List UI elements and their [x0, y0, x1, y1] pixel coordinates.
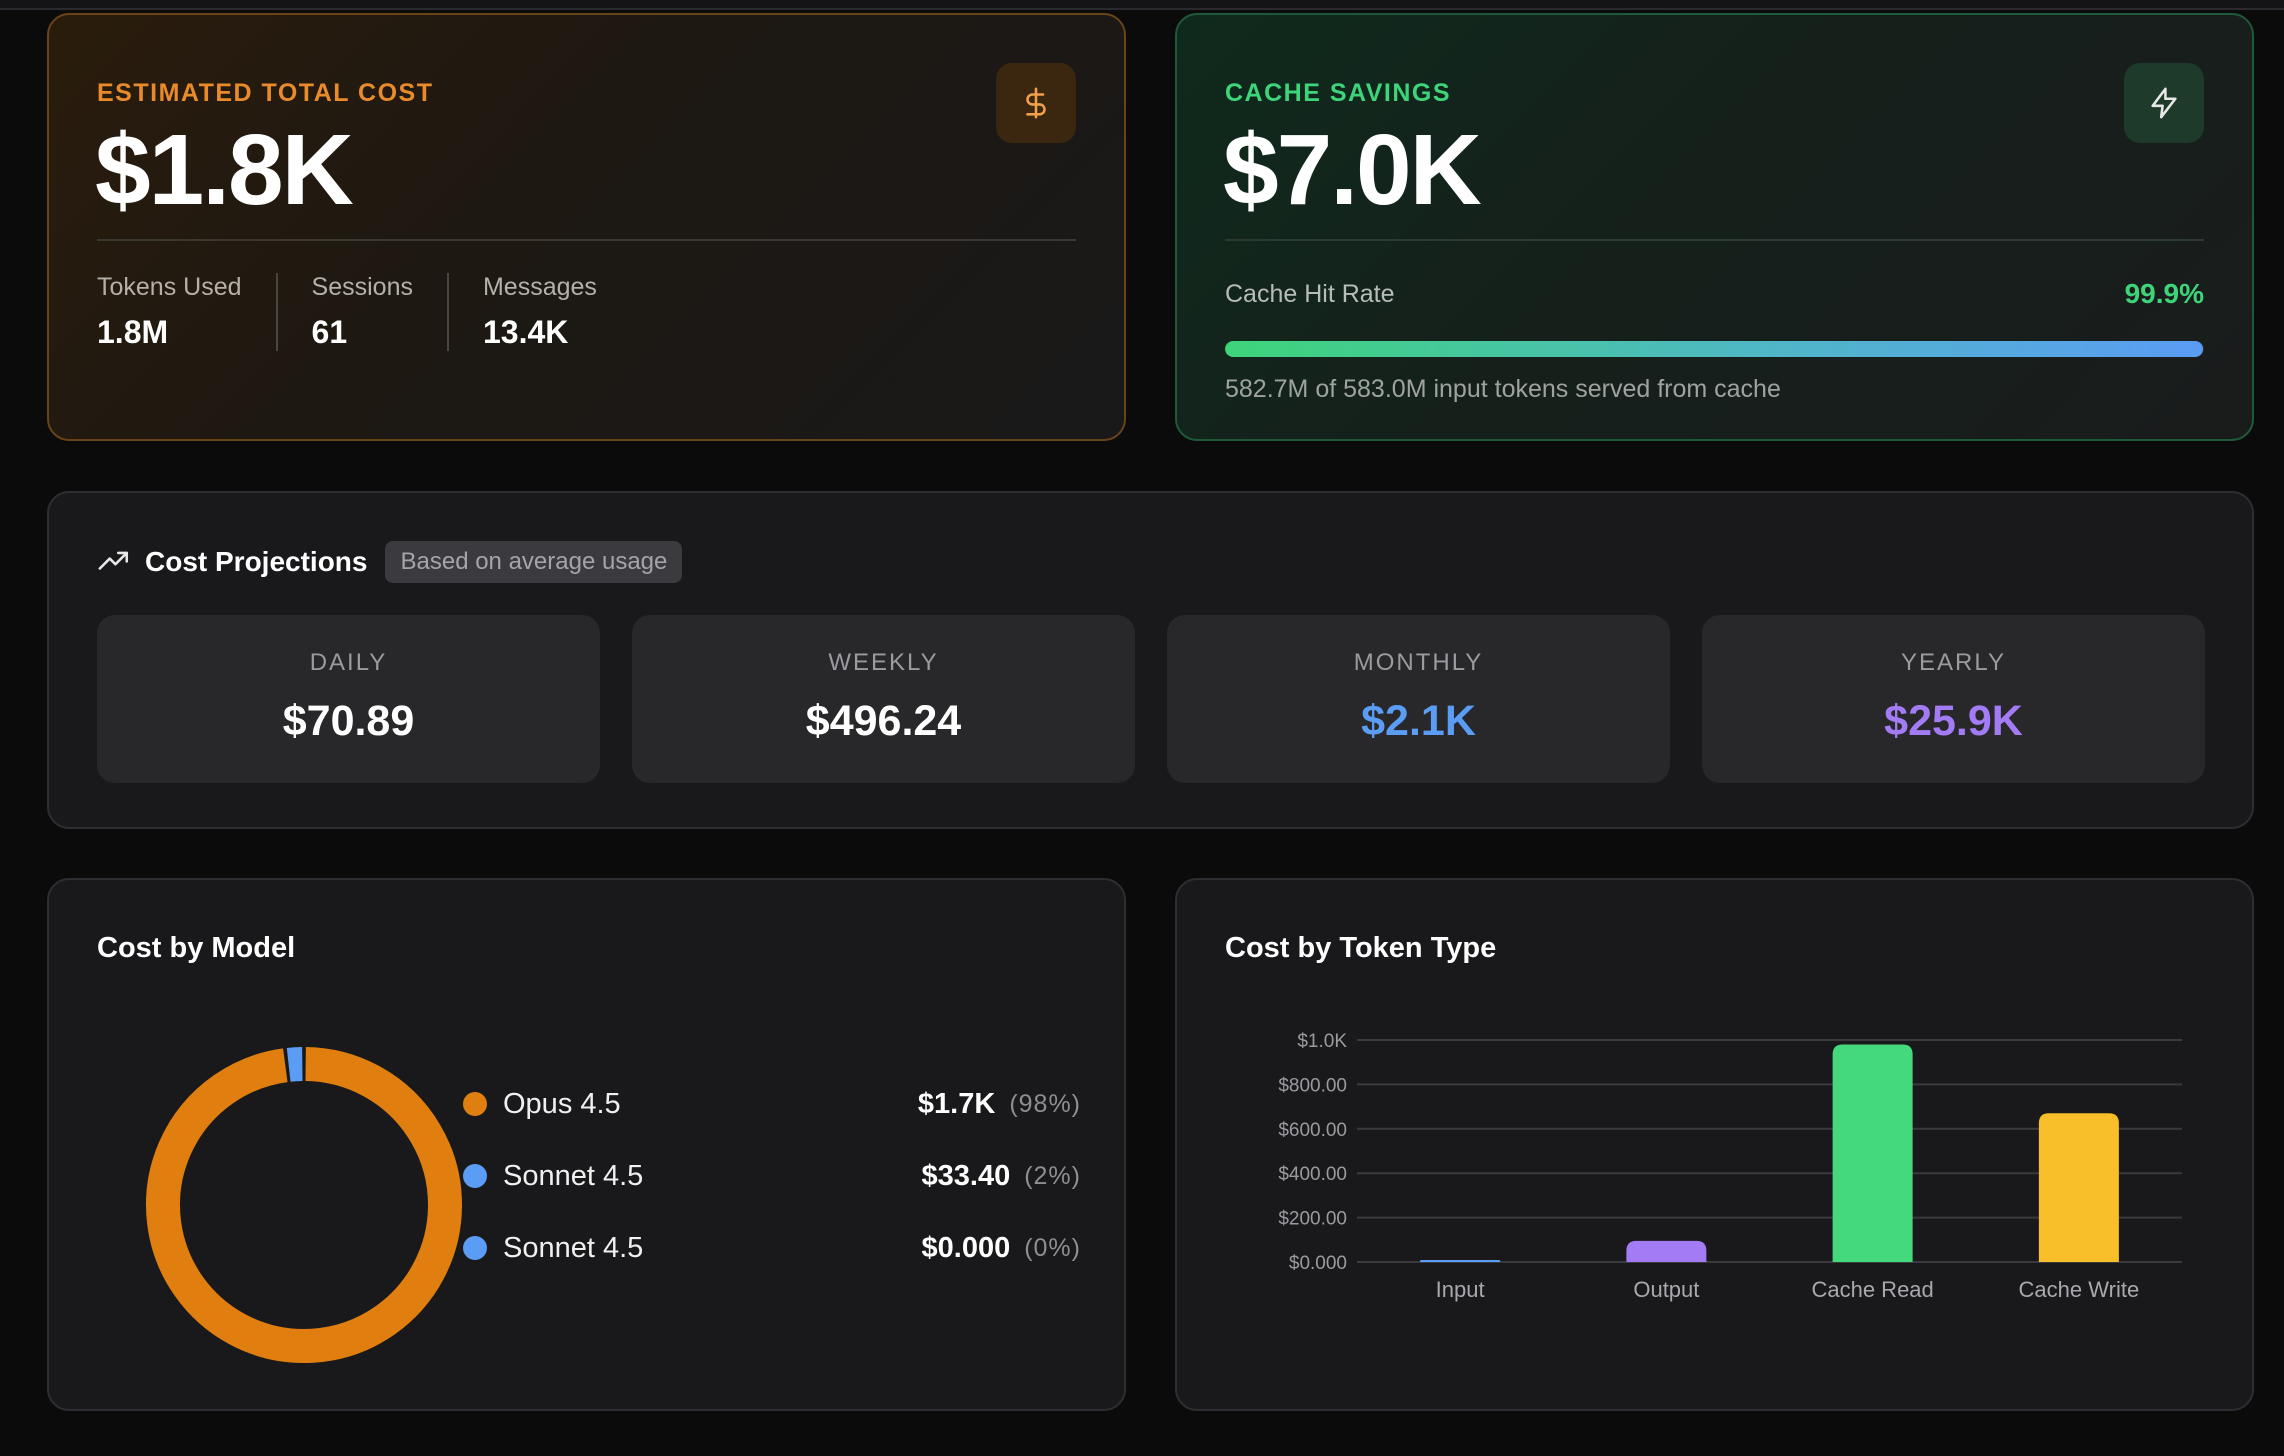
projection-value: $25.9K — [1884, 697, 2023, 745]
cache-savings-value: $7.0K — [1223, 114, 1482, 226]
stat-value: 61 — [311, 314, 348, 350]
legend-cost: $33.40 — [921, 1159, 1011, 1192]
projection-label: MONTHLY — [1353, 649, 1484, 676]
projection-daily: DAILY $70.89 — [97, 615, 600, 783]
dollar-icon — [996, 63, 1076, 143]
projection-value: $2.1K — [1361, 697, 1476, 745]
y-tick-label: $800.00 — [1278, 1075, 1347, 1096]
bar-cache-write[interactable] — [2038, 1113, 2119, 1262]
stat-value: 13.4K — [482, 314, 569, 350]
legend-item: Opus 4.5 $1.7K (98%) — [463, 1068, 1081, 1140]
cost-by-token-type-card: Cost by Token Type $0.000 $200.00 $400.00 $… — [1175, 878, 2254, 1411]
x-tick-label: Cache Write — [2019, 1277, 2140, 1302]
x-tick-label: Output — [1633, 1277, 1699, 1302]
stat-tokens-used: Tokens Used 1.8M — [97, 273, 276, 351]
cost-by-model-legend: Opus 4.5 $1.7K (98%) Sonnet 4.5 $33.40 (… — [463, 1068, 1081, 1284]
lightning-icon — [2124, 63, 2204, 143]
bar-input[interactable] — [1420, 1260, 1501, 1262]
y-tick-label: $0.000 — [1289, 1253, 1347, 1274]
legend-name: Opus 4.5 — [503, 1087, 621, 1120]
projection-monthly: MONTHLY $2.1K — [1167, 615, 1670, 783]
y-tick-label: $1.0K — [1297, 1031, 1347, 1052]
legend-item: Sonnet 4.5 $33.40 (2%) — [463, 1140, 1081, 1212]
bar-cache-read[interactable] — [1832, 1044, 1913, 1262]
projection-yearly: YEARLY $25.9K — [1702, 615, 2205, 783]
cache-hit-rate-label: Cache Hit Rate — [1225, 280, 1395, 308]
legend-dot — [463, 1164, 487, 1188]
cost-by-model-card: Cost by Model Opus 4.5 $1.7K (98%) Sonne… — [47, 878, 1126, 1411]
usage-stats: Tokens Used 1.8M Sessions 61 Messages 13… — [97, 273, 631, 351]
cost-by-token-type-title: Cost by Token Type — [1225, 932, 1497, 964]
cost-by-token-type-bar-chart: $0.000 $200.00 $400.00 $600.00 $800.00 $1.0K I… — [1278, 1031, 2182, 1302]
legend-name: Sonnet 4.5 — [503, 1159, 644, 1192]
stat-label: Messages — [482, 273, 597, 301]
total-cost-value: $1.8K — [95, 114, 354, 226]
x-tick-label: Cache Read — [1811, 1277, 1933, 1302]
cost-projections-card: Cost Projections Based on average usage … — [47, 491, 2254, 829]
legend-pct: (98%) — [1009, 1089, 1081, 1118]
donut-slice-1 — [286, 1047, 303, 1082]
y-tick-label: $600.00 — [1278, 1120, 1347, 1141]
projection-label: DAILY — [309, 649, 388, 676]
projection-value: $70.89 — [282, 697, 415, 745]
cache-card-kicker: CACHE SAVINGS — [1225, 79, 1452, 107]
stat-label: Tokens Used — [97, 273, 242, 301]
trending-up-icon — [97, 543, 131, 582]
top-border — [0, 0, 2284, 10]
projection-label: WEEKLY — [828, 649, 939, 676]
stat-sessions: Sessions 61 — [275, 273, 447, 351]
cost-card-divider — [97, 239, 1076, 241]
stat-messages: Messages 13.4K — [446, 273, 631, 351]
cache-card-divider — [1225, 239, 2204, 241]
legend-dot — [463, 1092, 487, 1116]
cost-by-model-title: Cost by Model — [97, 932, 296, 964]
cache-hit-progress-fill — [1225, 341, 2204, 357]
cost-card-kicker: ESTIMATED TOTAL COST — [97, 79, 434, 107]
projections-header: Cost Projections Based on average usage — [97, 541, 683, 583]
legend-item: Sonnet 4.5 $0.000 (0%) — [463, 1212, 1081, 1284]
cache-savings-card: CACHE SAVINGS $7.0K Cache Hit Rate 99.9%… — [1175, 13, 2254, 441]
legend-pct: (2%) — [1024, 1161, 1081, 1190]
projections-grid: DAILY $70.89 WEEKLY $496.24 MONTHLY $2.1… — [97, 615, 2205, 783]
stat-label: Sessions — [311, 273, 413, 301]
stat-value: 1.8M — [97, 314, 169, 350]
cache-note: 582.7M of 583.0M input tokens served fro… — [1225, 375, 1781, 403]
projections-badge: Based on average usage — [385, 541, 683, 583]
cache-hit-progress-bar — [1225, 341, 2204, 357]
estimated-total-cost-card: ESTIMATED TOTAL COST $1.8K Tokens Used 1… — [47, 13, 1126, 441]
cache-hit-rate-value: 99.9% — [2124, 278, 2204, 309]
donut-slice-0 — [146, 1047, 462, 1363]
projection-value: $496.24 — [805, 697, 962, 745]
legend-pct: (0%) — [1024, 1233, 1081, 1262]
legend-name: Sonnet 4.5 — [503, 1231, 644, 1264]
projections-title: Cost Projections — [145, 546, 368, 577]
legend-dot — [463, 1236, 487, 1260]
legend-cost: $0.000 — [921, 1231, 1011, 1264]
x-tick-label: Input — [1436, 1277, 1485, 1302]
y-tick-label: $200.00 — [1278, 1209, 1347, 1230]
y-tick-label: $400.00 — [1278, 1164, 1347, 1185]
bar-output[interactable] — [1626, 1240, 1707, 1262]
cost-by-model-donut-chart — [146, 1047, 462, 1363]
legend-cost: $1.7K — [917, 1087, 996, 1120]
projection-weekly: WEEKLY $496.24 — [632, 615, 1135, 783]
projection-label: YEARLY — [1901, 649, 2006, 676]
